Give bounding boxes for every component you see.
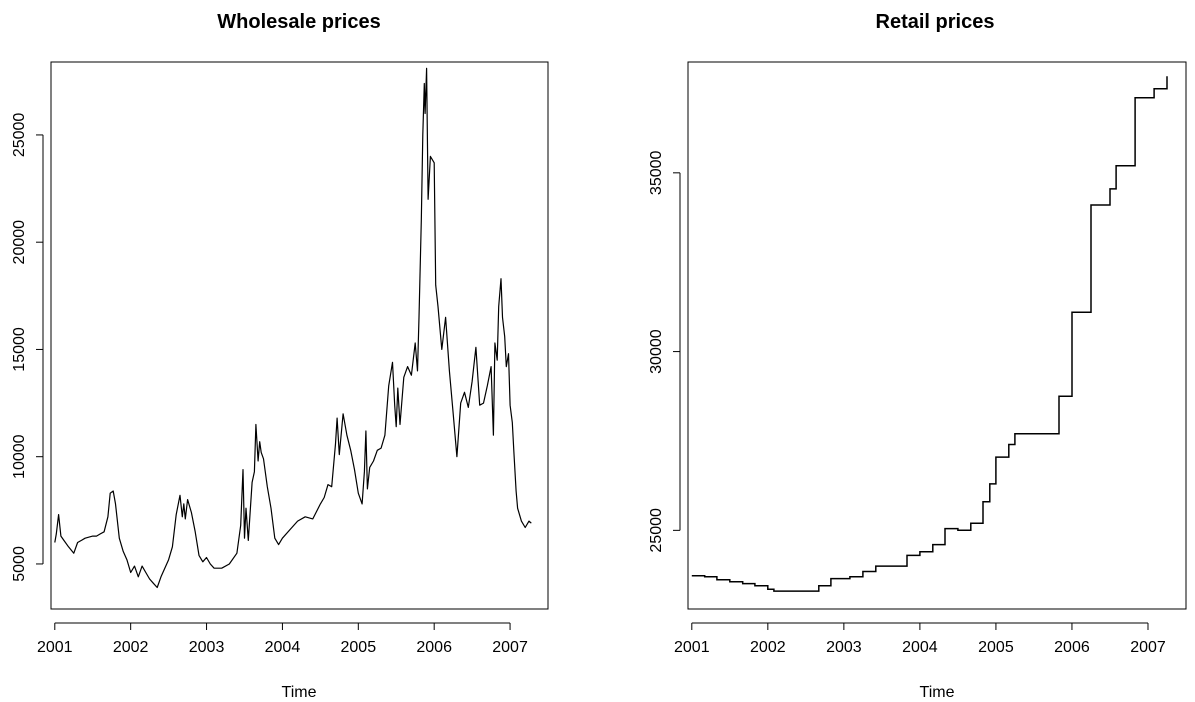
x-tick-label: 2004 [265,639,301,656]
y-tick-label: 25000 [648,508,665,553]
chart-title: Wholesale prices [217,11,380,33]
x-axis: 2001 2002 2003 2004 2005 2006 2007 [674,622,1166,656]
y-tick-label: 35000 [648,150,665,195]
y-tick-label: 30000 [648,329,665,374]
x-axis-label: Time [282,684,317,701]
x-tick-label: 2002 [750,639,786,656]
x-tick-label: 2004 [902,639,938,656]
y-axis: 5000 10000 15000 20000 25000 [11,113,44,582]
x-tick-label: 2001 [674,639,710,656]
x-tick-label: 2003 [189,639,225,656]
series-layer [54,67,532,589]
x-axis: 2001 2002 2003 2004 2005 2006 2007 [37,622,528,656]
x-tick-label: 2003 [826,639,862,656]
y-tick-label: 25000 [11,113,28,158]
x-tick-label: 2005 [341,639,377,656]
wholesale-chart: Wholesale prices 5000 10000 15000 20000 2500… [11,11,549,701]
plot-frame [50,61,549,610]
y-tick-label: 5000 [11,546,28,582]
series-layer [691,76,1168,592]
x-tick-label: 2006 [416,639,452,656]
x-tick-label: 2001 [37,639,73,656]
y-axis: 25000 30000 35000 [648,150,681,553]
plot-frame [687,61,1187,610]
x-axis-label: Time [920,684,955,701]
y-tick-label: 20000 [11,220,28,265]
series-line [691,76,1168,592]
y-tick-label: 15000 [11,327,28,372]
series-line [54,67,532,589]
x-tick-label: 2006 [1054,639,1090,656]
x-tick-label: 2007 [492,639,528,656]
y-tick-label: 10000 [11,434,28,479]
x-tick-label: 2002 [113,639,149,656]
x-tick-label: 2007 [1130,639,1166,656]
chart-title: Retail prices [876,11,995,33]
x-tick-label: 2005 [978,639,1014,656]
